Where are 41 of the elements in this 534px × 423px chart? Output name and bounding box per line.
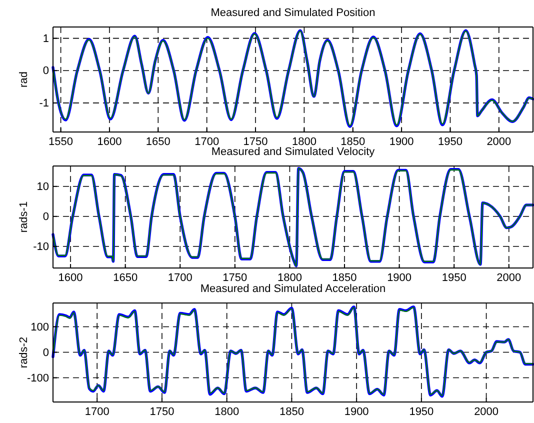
chart-title: Measured and Simulated Position bbox=[210, 7, 376, 19]
x-tick-label: 1700 bbox=[168, 272, 192, 284]
y-tick-label: -100 bbox=[26, 372, 49, 384]
y-tick-label: 100 bbox=[30, 321, 49, 334]
y-tick-label: -1 bbox=[39, 97, 49, 110]
y-axis-title: rads-2 bbox=[18, 336, 30, 368]
x-tick-label: 1850 bbox=[279, 406, 304, 418]
x-tick-label: 1950 bbox=[442, 272, 466, 284]
x-tick-label: 1700 bbox=[194, 136, 220, 148]
chart-title: Measured and Simulated Velocity bbox=[211, 146, 376, 158]
y-tick-label: 0 bbox=[42, 210, 49, 223]
x-tick-label: 2000 bbox=[496, 272, 522, 284]
x-tick-label: 1600 bbox=[58, 272, 83, 284]
x-tick-label: 1750 bbox=[222, 272, 248, 284]
x-tick-label: 2000 bbox=[486, 136, 512, 148]
x-tick-label: 1650 bbox=[113, 272, 138, 284]
x-tick-label: 1900 bbox=[389, 136, 414, 148]
x-tick-label: 1850 bbox=[340, 136, 366, 148]
y-tick-label: 0 bbox=[42, 346, 49, 359]
x-tick-label: 1950 bbox=[409, 406, 434, 418]
x-tick-label: 1850 bbox=[332, 272, 357, 284]
chart-title: Measured and Simulated Acceleration bbox=[200, 283, 386, 295]
x-tick-label: 1650 bbox=[146, 136, 170, 148]
x-tick-label: 1750 bbox=[150, 406, 174, 418]
x-tick-label: 1950 bbox=[438, 136, 462, 148]
x-tick-label: 1750 bbox=[243, 136, 268, 148]
x-tick-label: 1550 bbox=[48, 136, 74, 148]
y-tick-label: 0 bbox=[42, 65, 49, 78]
x-tick-label: 1800 bbox=[277, 272, 302, 284]
y-axis-title: rads-1 bbox=[18, 201, 30, 233]
y-axis-title: rad bbox=[18, 72, 30, 88]
x-tick-label: 1900 bbox=[344, 406, 369, 418]
x-tick-label: 1900 bbox=[387, 272, 412, 284]
y-tick-label: 1 bbox=[42, 32, 49, 45]
y-tick-label: 10 bbox=[36, 180, 49, 193]
x-tick-label: 1600 bbox=[97, 136, 122, 148]
x-tick-label: 1800 bbox=[292, 136, 316, 148]
x-tick-label: 1700 bbox=[84, 406, 110, 418]
x-tick-label: 1800 bbox=[214, 406, 240, 418]
x-tick-label: 2000 bbox=[474, 406, 499, 418]
y-tick-label: -10 bbox=[33, 240, 49, 253]
